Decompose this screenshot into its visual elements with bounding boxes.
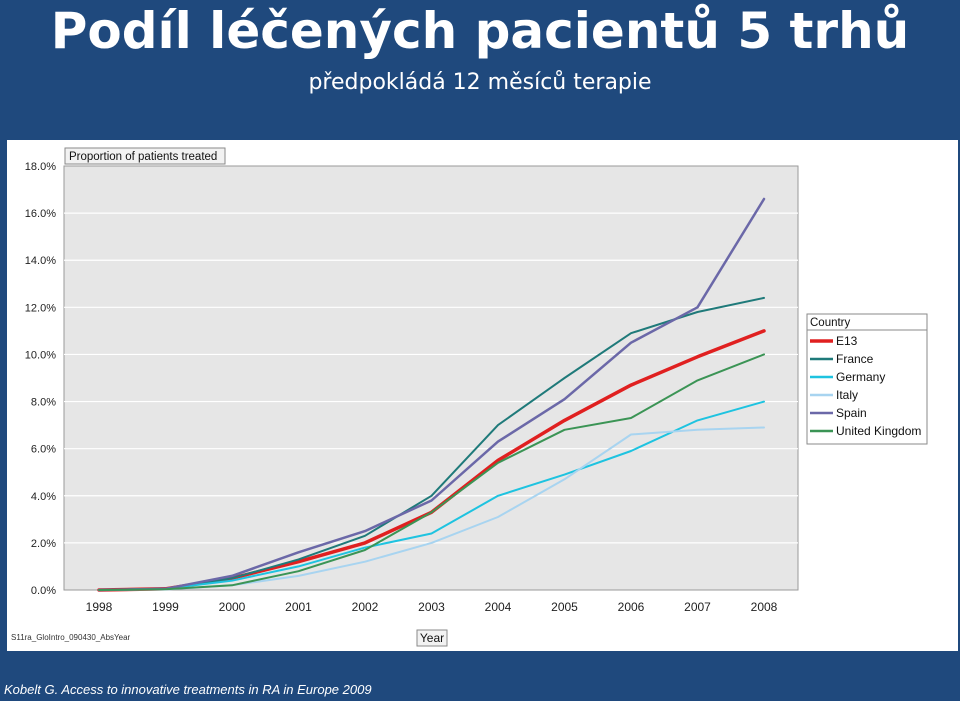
legend-label: Spain — [836, 406, 867, 420]
legend-label: Italy — [836, 388, 858, 402]
x-tick-label: 2005 — [551, 600, 578, 614]
x-tick-label: 2001 — [285, 600, 312, 614]
page-title: Podíl léčených pacientů 5 trhů — [50, 2, 910, 60]
y-tick-label: 14.0% — [25, 255, 56, 267]
x-tick-label: 2006 — [618, 600, 645, 614]
y-tick-label: 2.0% — [31, 538, 56, 550]
source-note: S11ra_GloIntro_090430_AbsYear — [11, 633, 131, 642]
y-tick-label: 12.0% — [25, 302, 56, 314]
plot-area — [63, 165, 799, 591]
x-tick-label: 2003 — [418, 600, 445, 614]
x-tick-label: 2007 — [684, 600, 711, 614]
legend-label: Germany — [836, 370, 885, 384]
chart-title: Proportion of patients treated — [69, 151, 217, 163]
x-tick-label: 1999 — [152, 600, 179, 614]
legend-title: Country — [810, 317, 851, 329]
y-tick-label: 18.0% — [25, 161, 56, 173]
x-tick-label: 2004 — [485, 600, 512, 614]
series-line-france — [98, 296, 765, 591]
x-tick-label: 2008 — [751, 600, 778, 614]
y-tick-label: 4.0% — [31, 491, 56, 503]
legend-box — [806, 329, 928, 445]
y-tick-label: 0.0% — [31, 585, 56, 597]
legend-label: E13 — [836, 334, 858, 348]
line-chart: 0.0% 2.0% 4.0% 6.0% 8.0% 10.0% 12.0% 14.0% 16.0%… — [11, 147, 928, 647]
legend-label: France — [836, 352, 874, 366]
y-tick-label: 10.0% — [25, 349, 56, 361]
citation-text: Kobelt G. Access to innovative treatment… — [4, 682, 372, 697]
legend-label: United Kingdom — [836, 424, 921, 438]
chart-panel: 0.0% 2.0% 4.0% 6.0% 8.0% 10.0% 12.0% 14.0% 16.0%… — [7, 140, 958, 651]
y-tick-label: 6.0% — [31, 444, 56, 456]
x-tick-label: 2002 — [352, 600, 379, 614]
series-line-germany — [98, 400, 765, 591]
x-axis-label-box — [416, 629, 448, 647]
x-axis-label: Year — [420, 631, 444, 645]
series-line-spain — [97, 197, 766, 592]
x-tick-label: 1998 — [86, 600, 113, 614]
x-tick-label: 2000 — [219, 600, 246, 614]
page-subtitle: předpokládá 12 měsíců terapie — [308, 70, 652, 95]
series-line-united-kingdom — [98, 353, 765, 591]
y-tick-label: 8.0% — [31, 397, 56, 409]
y-tick-label: 16.0% — [25, 208, 56, 220]
chart-title-box — [64, 147, 226, 165]
